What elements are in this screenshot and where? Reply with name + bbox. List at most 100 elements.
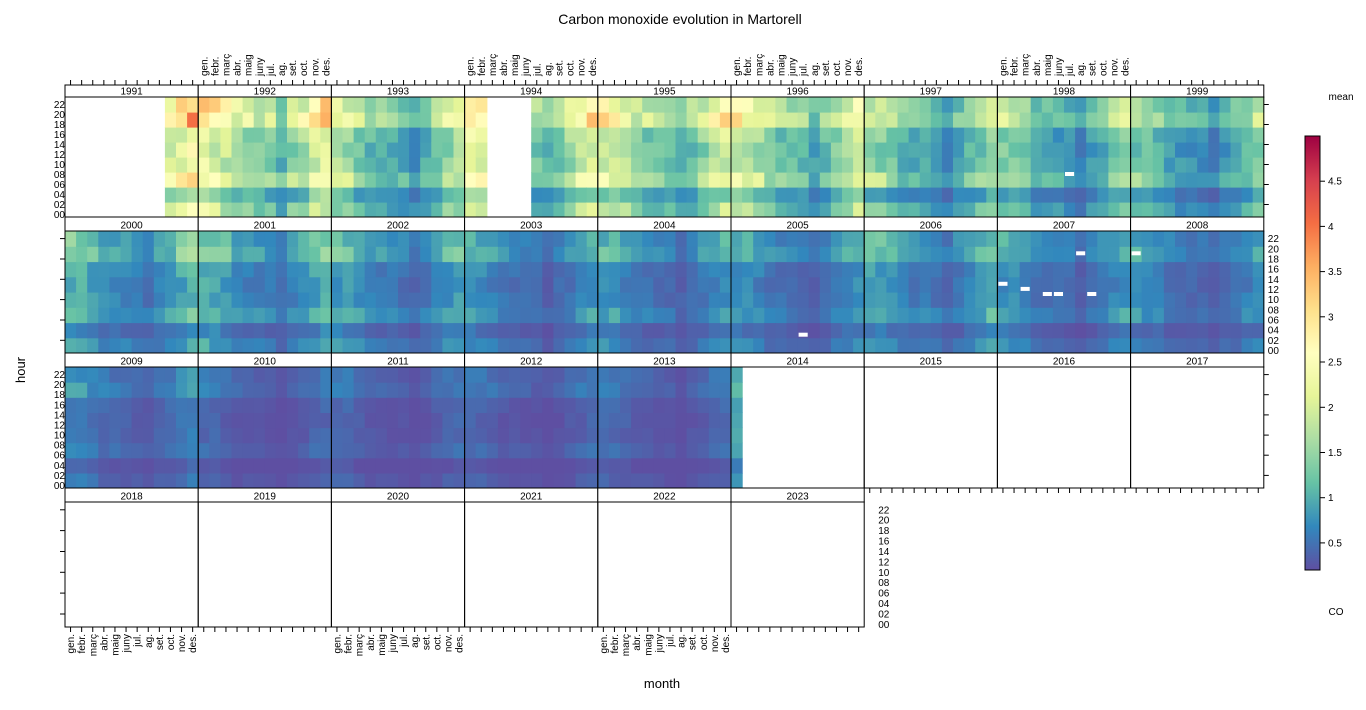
heatmap-cell (153, 472, 166, 489)
heatmap-cell (642, 427, 654, 444)
heatmap-cell (131, 231, 144, 247)
heatmap-cell (275, 322, 288, 339)
heatmap-cell (420, 112, 432, 128)
month-tick-label: febr. (344, 634, 355, 653)
panel-year-label: 2001 (254, 221, 277, 232)
heatmap-cell (553, 307, 566, 324)
heatmap-cell (653, 261, 665, 278)
heatmap-cell (775, 231, 788, 247)
heatmap-cell (120, 442, 133, 459)
heatmap-cell (198, 412, 210, 429)
heatmap-cell (198, 276, 210, 293)
panel-year-label: 1994 (520, 87, 543, 98)
heatmap-cell (464, 292, 477, 308)
heatmap-cell (764, 261, 776, 278)
heatmap-cell (164, 97, 177, 113)
heatmap-cell (719, 457, 732, 474)
heatmap-cell (309, 307, 321, 324)
heatmap-cell (642, 457, 654, 474)
heatmap-cell (475, 246, 488, 263)
heatmap-cell (375, 142, 388, 158)
heatmap-cell (686, 231, 699, 247)
heatmap-cell (1175, 202, 1187, 218)
heatmap-cell (353, 112, 366, 128)
heatmap-cell (242, 367, 255, 383)
heatmap-cell (1019, 246, 1032, 263)
heatmap-cell (1030, 231, 1043, 247)
heatmap-cell (1163, 97, 1176, 113)
heatmap-cell (242, 427, 255, 444)
heatmap-cell (1075, 127, 1087, 143)
heatmap-cell (253, 382, 266, 398)
heatmap-cell (431, 187, 443, 203)
heatmap-cell (1008, 112, 1021, 128)
heatmap-cell (342, 397, 355, 413)
month-tick-label: jul. (799, 63, 810, 77)
heatmap-cell (875, 246, 887, 263)
heatmap-cell (65, 292, 77, 308)
heatmap-cell (686, 322, 699, 339)
heatmap-cell (964, 157, 976, 173)
heatmap-cell (1041, 127, 1054, 143)
heatmap-cell (542, 292, 554, 308)
month-tick-label: juny (788, 58, 799, 77)
heatmap-cell (608, 231, 621, 247)
heatmap-cell (631, 472, 643, 489)
heatmap-cell (986, 231, 998, 247)
heatmap-cell (875, 97, 887, 113)
heatmap-cell (364, 246, 377, 263)
heatmap-cell (542, 472, 554, 489)
heatmap-cell (597, 442, 610, 459)
heatmap-cell (531, 382, 543, 398)
heatmap-cell (941, 322, 954, 339)
heatmap-cell (586, 412, 599, 429)
panel-frame (197, 501, 332, 628)
heatmap-cell (275, 337, 288, 354)
month-tick-label: jul. (665, 634, 676, 648)
heatmap-cell (187, 337, 199, 354)
heatmap-cell (1163, 307, 1176, 324)
heatmap-cell (775, 276, 788, 293)
heatmap-cell (586, 457, 599, 474)
month-tick-label: juny (388, 634, 399, 653)
heatmap-cell (1252, 172, 1265, 188)
heatmap-cell (497, 412, 510, 429)
heatmap-cell (431, 292, 443, 308)
heatmap-cell (309, 472, 321, 489)
heatmap-cell (1186, 322, 1198, 339)
heatmap-cell (731, 397, 743, 413)
heatmap-cell (531, 142, 543, 158)
heatmap-cell (575, 472, 588, 489)
panel-frame (464, 501, 599, 628)
heatmap-cell (930, 261, 943, 278)
heatmap-cell (431, 202, 443, 218)
heatmap-cell (941, 142, 954, 158)
heatmap-cell (875, 127, 887, 143)
heatmap-cell (930, 202, 943, 218)
heatmap-cell (1041, 142, 1054, 158)
heatmap-cell (531, 322, 543, 339)
heatmap-cell (930, 157, 943, 173)
heatmap-cell (275, 127, 288, 143)
heatmap-cell (375, 276, 388, 293)
heatmap-cell (675, 276, 688, 293)
heatmap-cell (1064, 322, 1076, 339)
heatmap-cell (187, 292, 199, 308)
heatmap-cell (786, 337, 799, 354)
heatmap-cell (1141, 307, 1154, 324)
heatmap-cell (1175, 307, 1187, 324)
heatmap-cell (375, 367, 388, 383)
heatmap-cell (1130, 261, 1143, 278)
heatmap-cell (320, 457, 332, 474)
heatmap-cell (176, 142, 188, 158)
heatmap-cell (142, 231, 155, 247)
month-tick-label: abr. (499, 59, 510, 76)
heatmap-cell (353, 127, 366, 143)
heatmap-cell (731, 97, 743, 113)
heatmap-cell (76, 276, 88, 293)
panel-frame (863, 366, 998, 489)
heatmap-cell (520, 412, 532, 429)
heatmap-cell (819, 202, 832, 218)
heatmap-cell (575, 322, 588, 339)
heatmap-cell (109, 307, 122, 324)
